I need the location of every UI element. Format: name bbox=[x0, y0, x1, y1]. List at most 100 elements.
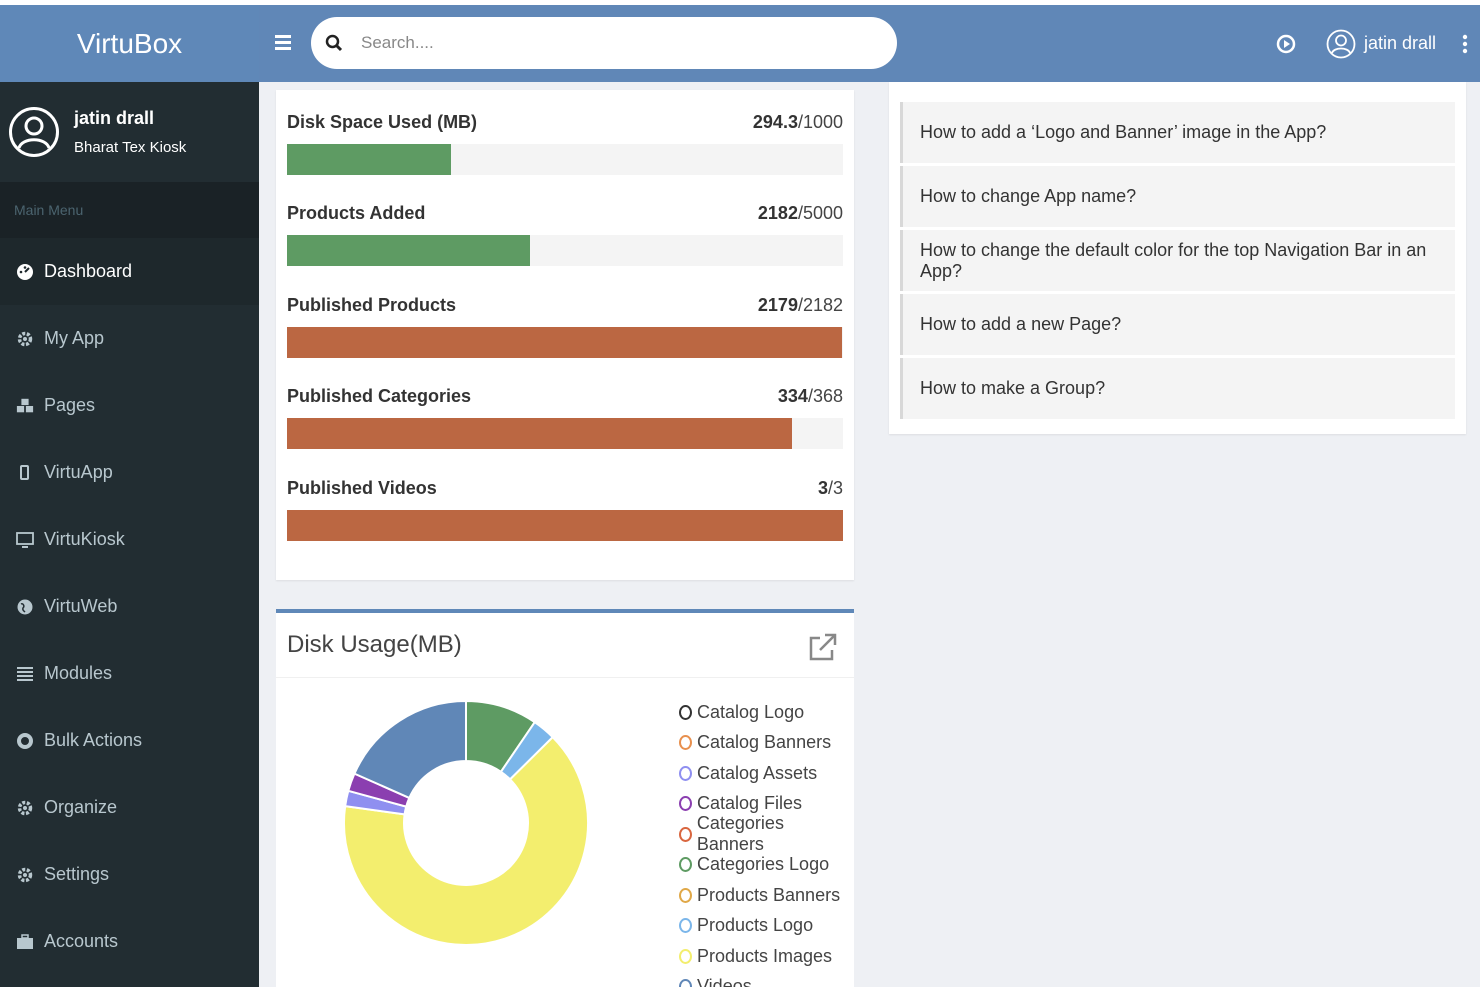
legend-marker bbox=[679, 796, 692, 812]
progress-track bbox=[287, 144, 843, 175]
sidebar-item-my-app[interactable]: My App bbox=[0, 305, 259, 372]
stat-value: 3 bbox=[817, 478, 828, 498]
progress-bar bbox=[287, 235, 530, 266]
sidebar-menu: Dashboard My App Pages VirtuApp VirtuKio… bbox=[0, 238, 259, 975]
gear-icon bbox=[16, 799, 34, 817]
sidebar-item-label: VirtuWeb bbox=[44, 596, 118, 616]
lifebuoy-icon bbox=[16, 732, 34, 750]
legend-item[interactable]: Products Images bbox=[679, 941, 854, 972]
sidebar-item-dashboard[interactable]: Dashboard bbox=[0, 238, 259, 305]
stat-max: /2182 bbox=[797, 295, 843, 315]
legend-marker bbox=[679, 979, 692, 987]
legend-marker bbox=[679, 735, 692, 751]
list-icon bbox=[16, 665, 34, 683]
stat-label: Disk Space Used (MB) bbox=[287, 112, 478, 132]
gear-icon bbox=[16, 330, 34, 348]
top-right-controls: jatin drall bbox=[1276, 5, 1480, 82]
disk-usage-title: Disk Usage(MB) bbox=[287, 631, 462, 658]
stat-max: /5000 bbox=[797, 203, 843, 223]
legend-item[interactable]: Catalog Banners bbox=[679, 728, 854, 759]
legend-marker bbox=[679, 948, 692, 964]
legend-label: Catalog Assets bbox=[697, 762, 818, 783]
progress-bar bbox=[287, 144, 451, 175]
stat-products-added: Products Added 2182/5000 bbox=[287, 203, 843, 266]
stat-label: Published Categories bbox=[287, 386, 472, 406]
legend-marker bbox=[679, 857, 692, 873]
search-icon bbox=[325, 34, 343, 52]
brand-logo[interactable]: VirtuBox bbox=[0, 0, 259, 82]
stat-published-products: Published Products 2179/2182 bbox=[287, 295, 843, 358]
usage-stats-box: Disk Space Used (MB) 294.3/1000 Products… bbox=[276, 90, 854, 580]
legend-item[interactable]: Products Banners bbox=[679, 880, 854, 911]
user-avatar-icon[interactable] bbox=[1326, 29, 1356, 59]
mobile-icon bbox=[16, 464, 34, 482]
disk-usage-box: Disk Usage(MB) Catalog Logo Catalog Banne… bbox=[276, 609, 854, 987]
progress-bar bbox=[287, 418, 792, 449]
legend-marker bbox=[679, 826, 692, 842]
legend-item[interactable]: Catalog Logo bbox=[679, 697, 854, 728]
donut-slice-videos[interactable] bbox=[353, 699, 467, 800]
sidebar-item-modules[interactable]: Modules bbox=[0, 640, 259, 707]
faq-item[interactable]: How to make a Group? bbox=[900, 358, 1455, 419]
sidebar-item-pages[interactable]: Pages bbox=[0, 372, 259, 439]
sidebar-item-virtuapp[interactable]: VirtuApp bbox=[0, 439, 259, 506]
donut-slice-products-images[interactable] bbox=[343, 735, 589, 946]
progress-track bbox=[287, 327, 843, 358]
sidebar-item-virtukiosk[interactable]: VirtuKiosk bbox=[0, 506, 259, 573]
top-border bbox=[259, 0, 1480, 5]
progress-track bbox=[287, 418, 843, 449]
faq-item[interactable]: How to change the default color for the … bbox=[900, 230, 1455, 291]
stat-label: Published Videos bbox=[287, 478, 437, 498]
stat-label: Products Added bbox=[287, 203, 426, 223]
external-link-icon[interactable] bbox=[806, 631, 838, 663]
faq-item[interactable]: How to change App name? bbox=[900, 166, 1455, 227]
sidebar-item-settings[interactable]: Settings bbox=[0, 841, 259, 908]
sidebar-item-label: Accounts bbox=[44, 931, 119, 951]
legend-label: Products Images bbox=[697, 945, 833, 966]
user-avatar-icon bbox=[9, 107, 59, 157]
sidebar-item-accounts[interactable]: Accounts bbox=[0, 908, 259, 975]
sidebar-item-label: Bulk Actions bbox=[44, 730, 143, 750]
legend-marker bbox=[679, 918, 692, 934]
globe-icon bbox=[16, 598, 34, 616]
legend-label: Videos bbox=[697, 976, 752, 987]
legend-label: Products Logo bbox=[697, 915, 814, 936]
menu-header: Main Menu bbox=[0, 182, 259, 238]
stat-max: /1000 bbox=[797, 112, 843, 132]
legend-item[interactable]: Products Logo bbox=[679, 911, 854, 942]
user-org: Bharat Tex Kiosk bbox=[74, 139, 187, 156]
legend-label: Products Banners bbox=[697, 884, 841, 905]
top-user-name[interactable]: jatin drall bbox=[1363, 33, 1436, 53]
search-input[interactable] bbox=[361, 33, 841, 53]
sidebar-item-label: VirtuKiosk bbox=[44, 529, 125, 549]
legend-marker bbox=[679, 765, 692, 781]
play-circle-icon[interactable] bbox=[1276, 34, 1296, 54]
legend-item[interactable]: Catalog Files bbox=[679, 789, 854, 820]
sidebar-item-label: My App bbox=[44, 328, 105, 348]
legend-label: Catalog Files bbox=[697, 793, 803, 814]
sidebar-item-label: Pages bbox=[44, 395, 96, 415]
legend-item[interactable]: Videos bbox=[679, 972, 854, 987]
sidebar-item-label: Settings bbox=[44, 864, 110, 884]
legend-item[interactable]: Catalog Assets bbox=[679, 758, 854, 789]
sidebar-item-organize[interactable]: Organize bbox=[0, 774, 259, 841]
legend-item[interactable]: Categories Logo bbox=[679, 850, 854, 881]
briefcase-icon bbox=[16, 933, 34, 951]
stat-value: 2179 bbox=[757, 295, 798, 315]
user-panel: jatin drall Bharat Tex Kiosk bbox=[0, 82, 259, 182]
kebab-menu-icon[interactable] bbox=[1462, 34, 1468, 54]
faq-item[interactable]: How to add a ‘Logo and Banner’ image in … bbox=[900, 102, 1455, 163]
stat-value: 334 bbox=[777, 386, 808, 406]
stat-disk-space: Disk Space Used (MB) 294.3/1000 bbox=[287, 112, 843, 175]
sidebar-item-label: Organize bbox=[44, 797, 118, 817]
stat-max: /3 bbox=[827, 478, 843, 498]
sidebar-item-virtuweb[interactable]: VirtuWeb bbox=[0, 573, 259, 640]
progress-bar bbox=[287, 327, 843, 358]
faq-item[interactable]: How to add a new Page? bbox=[900, 294, 1455, 355]
legend-item[interactable]: Categories Banners bbox=[679, 813, 854, 854]
sidebar-item-bulk-actions[interactable]: Bulk Actions bbox=[0, 707, 259, 774]
sidebar-item-label: Modules bbox=[44, 663, 113, 683]
chart-legend: Catalog Logo Catalog Banners Catalog Asset… bbox=[679, 697, 854, 987]
sidebar-item-label: VirtuApp bbox=[44, 462, 113, 482]
hamburger-menu-icon[interactable] bbox=[273, 32, 293, 52]
